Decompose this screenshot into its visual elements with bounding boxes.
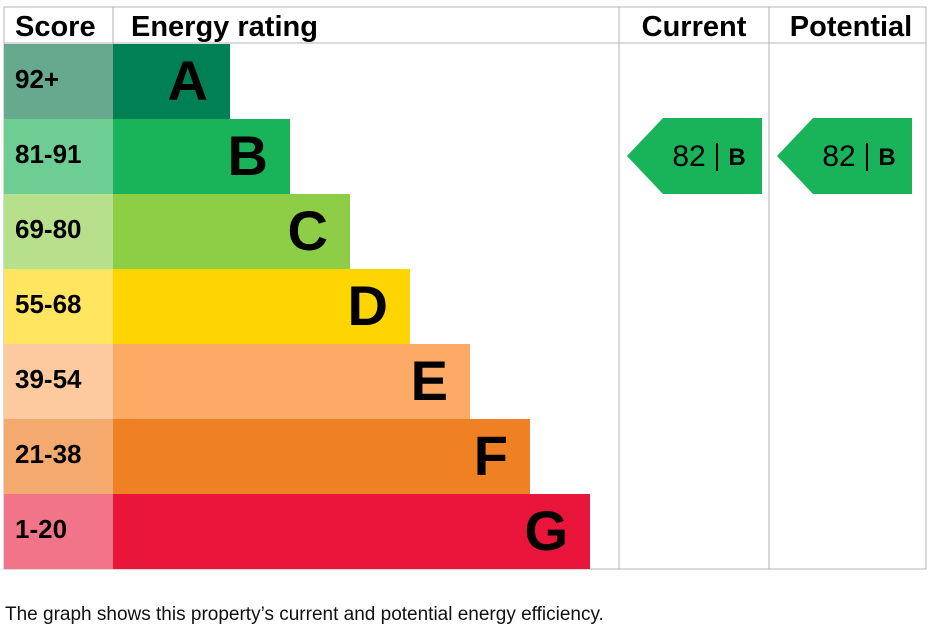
band-letter-a: A	[168, 49, 208, 112]
score-range-c: 69-80	[15, 214, 82, 244]
score-range-f: 21-38	[15, 439, 82, 469]
score-range-d: 55-68	[15, 289, 82, 319]
band-bar-a	[113, 44, 230, 119]
current-rating-marker-value: 82	[672, 140, 705, 173]
potential-header: Potential	[790, 11, 912, 43]
band-bar-e	[113, 344, 470, 419]
score-range-g: 1-20	[15, 514, 67, 544]
score-cell-f	[4, 419, 113, 494]
band-letter-g: G	[524, 499, 568, 562]
energy-rating-header: Energy rating	[131, 11, 318, 43]
band-bar-f	[113, 419, 530, 494]
score-cell-b	[4, 119, 113, 194]
score-range-b: 81-91	[15, 139, 82, 169]
score-range-e: 39-54	[15, 364, 82, 394]
score-cell-g	[4, 494, 113, 569]
band-letter-e: E	[411, 349, 448, 412]
score-cell-c	[4, 194, 113, 269]
score-range-a: 92+	[15, 64, 59, 94]
band-letter-d: D	[348, 274, 388, 337]
band-bar-c	[113, 194, 350, 269]
current-rating-marker: 82 B	[627, 118, 762, 194]
band-letter-b: B	[228, 124, 268, 187]
score-header: Score	[15, 11, 96, 43]
caption: The graph shows this property’s current …	[5, 604, 604, 625]
band-bar-d	[113, 269, 410, 344]
score-cell-e	[4, 344, 113, 419]
current-rating-marker-band: B	[728, 144, 745, 171]
band-bar-b	[113, 119, 290, 194]
epc-chart: Score Energy rating Current Potential 92…	[3, 6, 927, 570]
potential-rating-marker-value: 82	[822, 140, 855, 173]
score-cell-a	[4, 44, 113, 119]
band-bar-g	[113, 494, 590, 569]
band-letter-c: C	[288, 199, 328, 262]
current-header: Current	[642, 11, 747, 43]
score-cell-d	[4, 269, 113, 344]
potential-rating-marker: 82 B	[777, 118, 912, 194]
band-letter-f: F	[474, 424, 508, 487]
potential-rating-marker-band: B	[878, 144, 895, 171]
